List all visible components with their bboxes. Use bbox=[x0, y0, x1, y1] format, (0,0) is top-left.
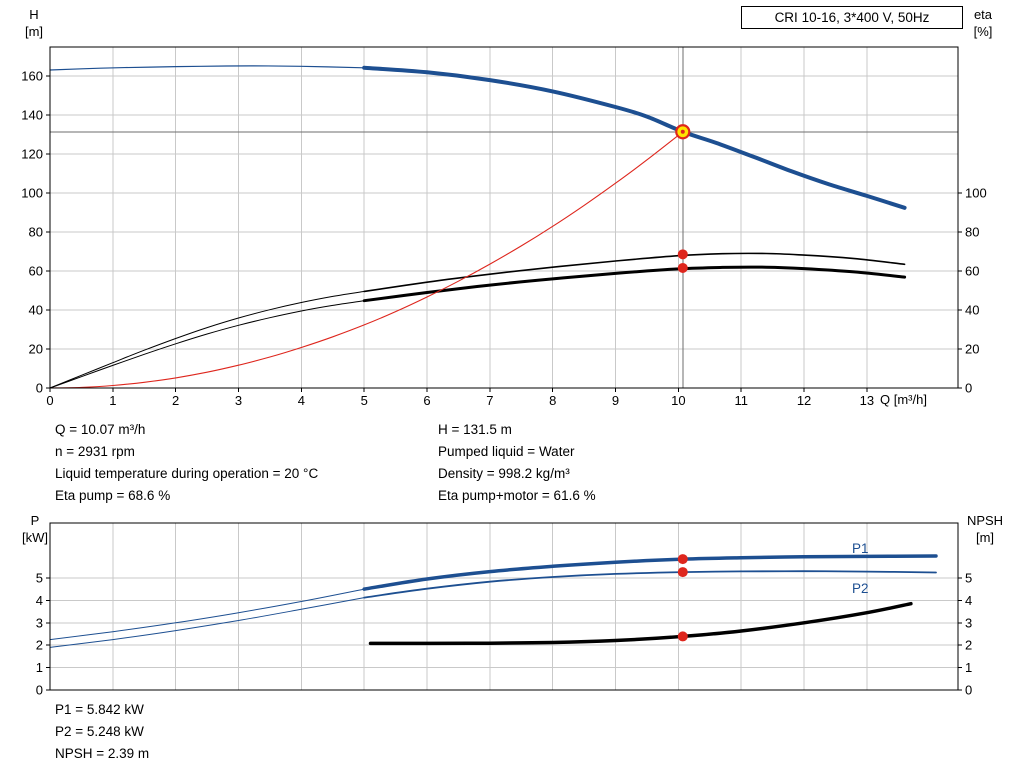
info-head: H = 131.5 m bbox=[438, 422, 512, 437]
svg-text:10: 10 bbox=[671, 393, 685, 408]
info-density: Density = 998.2 kg/m³ bbox=[438, 466, 570, 481]
info-speed: n = 2931 rpm bbox=[55, 444, 135, 459]
svg-text:1: 1 bbox=[36, 660, 43, 675]
info-eta-pump-motor: Eta pump+motor = 61.6 % bbox=[438, 488, 596, 503]
info-npsh: NPSH = 2.39 m bbox=[55, 746, 150, 761]
npsh-axis-title-symbol: NPSH bbox=[966, 513, 1004, 528]
svg-text:13: 13 bbox=[860, 393, 874, 408]
info-p2: P2 = 5.248 kW bbox=[55, 724, 144, 739]
operating-point-info-right: H = 131.5 m Pumped liquid = Water Densit… bbox=[438, 419, 596, 507]
svg-text:60: 60 bbox=[29, 264, 43, 279]
info-liquid-temperature: Liquid temperature during operation = 20… bbox=[55, 466, 319, 481]
svg-text:4: 4 bbox=[36, 593, 43, 608]
eta-axis-title-unit: [%] bbox=[973, 24, 993, 39]
svg-text:0: 0 bbox=[965, 683, 972, 698]
svg-text:12: 12 bbox=[797, 393, 811, 408]
svg-text:0: 0 bbox=[36, 381, 43, 396]
svg-text:0: 0 bbox=[36, 683, 43, 698]
svg-text:2: 2 bbox=[965, 638, 972, 653]
svg-text:6: 6 bbox=[423, 393, 430, 408]
q-axis-title: Q [m³/h] bbox=[880, 392, 927, 407]
svg-text:60: 60 bbox=[965, 264, 979, 279]
info-eta-pump: Eta pump = 68.6 % bbox=[55, 488, 171, 503]
svg-text:40: 40 bbox=[29, 303, 43, 318]
svg-text:1: 1 bbox=[965, 660, 972, 675]
svg-text:3: 3 bbox=[965, 615, 972, 630]
svg-text:100: 100 bbox=[965, 186, 987, 201]
svg-text:0: 0 bbox=[965, 381, 972, 396]
svg-text:40: 40 bbox=[965, 303, 979, 318]
svg-text:4: 4 bbox=[965, 593, 972, 608]
operating-point-info-left: Q = 10.07 m³/h n = 2931 rpm Liquid tempe… bbox=[55, 419, 318, 507]
p1-curve-label: P1 bbox=[852, 541, 869, 556]
svg-text:100: 100 bbox=[21, 186, 43, 201]
eta-axis-title-symbol: eta bbox=[973, 7, 993, 22]
svg-text:3: 3 bbox=[235, 393, 242, 408]
svg-text:140: 140 bbox=[21, 108, 43, 123]
svg-text:11: 11 bbox=[734, 393, 748, 408]
svg-text:2: 2 bbox=[36, 638, 43, 653]
npsh-axis-title-unit: [m] bbox=[975, 530, 995, 545]
svg-text:20: 20 bbox=[29, 342, 43, 357]
info-flow: Q = 10.07 m³/h bbox=[55, 422, 146, 437]
pump-model-title: CRI 10-16, 3*400 V, 50Hz bbox=[741, 6, 963, 29]
eta-axis-title: eta [%] bbox=[966, 6, 1000, 40]
power-npsh-chart[interactable]: 0 1 2 3 4 5 0 1 2 3 4 5 bbox=[0, 508, 1024, 708]
svg-text:5: 5 bbox=[965, 570, 972, 585]
svg-text:120: 120 bbox=[21, 147, 43, 162]
power-npsh-info: P1 = 5.842 kW P2 = 5.248 kW NPSH = 2.39 … bbox=[55, 699, 149, 765]
svg-text:9: 9 bbox=[612, 393, 619, 408]
h-axis-title: H [m] bbox=[18, 6, 50, 40]
svg-text:160: 160 bbox=[21, 69, 43, 84]
p-axis-title-unit: [kW] bbox=[22, 530, 48, 545]
p2-curve-label: P2 bbox=[852, 581, 869, 596]
p-axis-title-symbol: P bbox=[30, 513, 40, 528]
info-pumped-liquid: Pumped liquid = Water bbox=[438, 444, 575, 459]
h-axis-title-unit: [m] bbox=[24, 24, 44, 39]
svg-text:5: 5 bbox=[36, 570, 43, 585]
svg-text:20: 20 bbox=[965, 342, 979, 357]
p-axis-title: P [kW] bbox=[16, 512, 54, 546]
svg-text:7: 7 bbox=[486, 393, 493, 408]
svg-text:80: 80 bbox=[965, 225, 979, 240]
svg-text:8: 8 bbox=[549, 393, 556, 408]
svg-text:3: 3 bbox=[36, 615, 43, 630]
svg-text:80: 80 bbox=[29, 225, 43, 240]
npsh-axis-title: NPSH [m] bbox=[962, 512, 1008, 546]
svg-text:5: 5 bbox=[361, 393, 368, 408]
svg-text:4: 4 bbox=[298, 393, 305, 408]
svg-text:2: 2 bbox=[172, 393, 179, 408]
h-axis-title-symbol: H bbox=[29, 7, 39, 22]
svg-text:0: 0 bbox=[46, 393, 53, 408]
svg-text:1: 1 bbox=[109, 393, 116, 408]
info-p1: P1 = 5.842 kW bbox=[55, 702, 144, 717]
